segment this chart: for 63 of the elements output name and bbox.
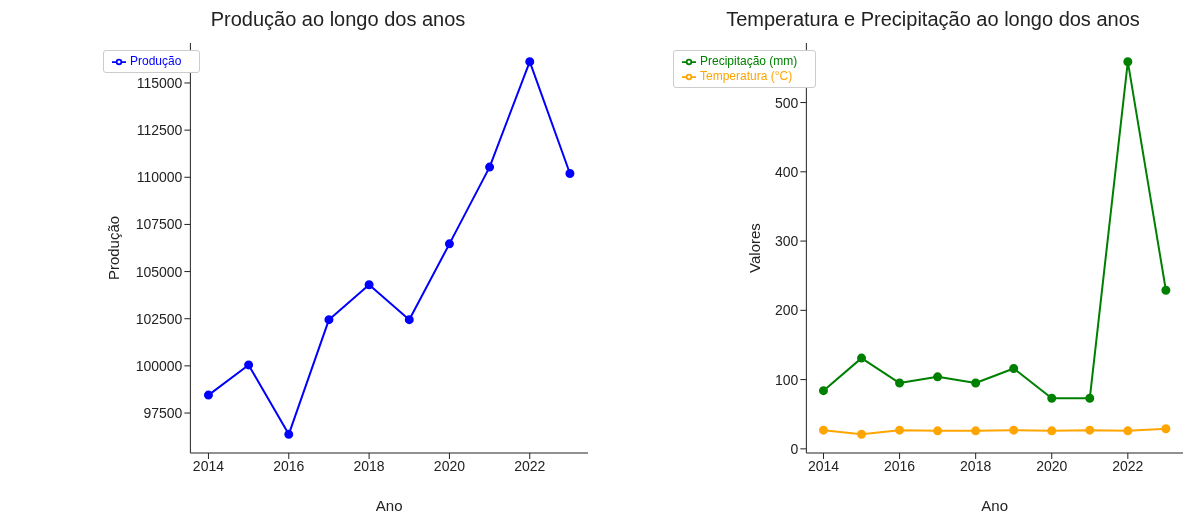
y-tick-label: 0 xyxy=(790,440,799,457)
y-tick-label: 400 xyxy=(775,163,799,180)
point xyxy=(933,426,943,436)
point xyxy=(1085,393,1095,403)
y-tick-label: 107500 xyxy=(135,216,183,233)
point xyxy=(404,315,414,325)
y-tick-label: 105000 xyxy=(135,263,183,280)
point xyxy=(971,378,981,388)
legend-label: Produção xyxy=(130,54,182,68)
point xyxy=(364,280,374,290)
point xyxy=(1085,425,1095,435)
point xyxy=(857,429,867,439)
chart-title: Produção ao longo dos anos xyxy=(209,8,467,32)
y-tick-label: 200 xyxy=(775,302,799,319)
point xyxy=(1009,425,1019,435)
point xyxy=(933,372,943,382)
chart-title: Temperatura e Precipitação ao longo dos anos xyxy=(725,8,1141,32)
x-tick-label: 2020 xyxy=(433,457,466,474)
point xyxy=(444,239,454,249)
point xyxy=(485,162,495,172)
point xyxy=(1047,426,1057,436)
x-tick-label: 2020 xyxy=(1036,457,1068,474)
legend-label: Temperatura (°C) xyxy=(700,68,793,83)
point xyxy=(1123,426,1133,436)
point xyxy=(971,426,981,436)
point xyxy=(565,169,575,179)
x-tick-label: 2016 xyxy=(273,457,305,474)
point xyxy=(1161,285,1171,295)
x-tick-label: 2014 xyxy=(807,457,840,474)
point xyxy=(818,386,828,396)
point xyxy=(1009,364,1019,374)
x-tick-label: 2014 xyxy=(192,457,225,474)
x-axis-title: Ano xyxy=(981,497,1009,514)
y-axis-title: Valores xyxy=(745,223,763,273)
x-tick-label: 2022 xyxy=(514,457,546,474)
point xyxy=(857,353,867,363)
point xyxy=(895,425,905,435)
point xyxy=(244,360,254,370)
y-tick-label: 112500 xyxy=(136,122,183,139)
point xyxy=(895,378,905,388)
x-axis-title: Ano xyxy=(375,497,403,514)
y-axis-title: Produção xyxy=(104,215,122,281)
point xyxy=(1047,393,1057,403)
y-tick-label: 110000 xyxy=(136,169,183,186)
point xyxy=(1161,424,1171,434)
y-tick-label: 100000 xyxy=(135,357,183,374)
legend-label: Precipitação (mm) xyxy=(700,54,798,68)
point xyxy=(525,57,535,67)
x-tick-label: 2022 xyxy=(1112,457,1144,474)
point xyxy=(284,429,294,439)
point xyxy=(203,390,213,400)
x-tick-label: 2018 xyxy=(960,457,992,474)
x-tick-label: 2018 xyxy=(353,457,385,474)
y-tick-label: 100 xyxy=(775,371,799,388)
y-tick-label: 300 xyxy=(775,233,799,250)
y-tick-label: 115000 xyxy=(136,74,183,91)
point xyxy=(324,315,334,325)
y-tick-label: 102500 xyxy=(135,310,183,327)
point xyxy=(818,425,828,435)
point xyxy=(1123,57,1133,67)
y-tick-label: 97500 xyxy=(143,404,183,421)
y-tick-label: 500 xyxy=(775,94,799,111)
x-tick-label: 2016 xyxy=(883,457,916,474)
